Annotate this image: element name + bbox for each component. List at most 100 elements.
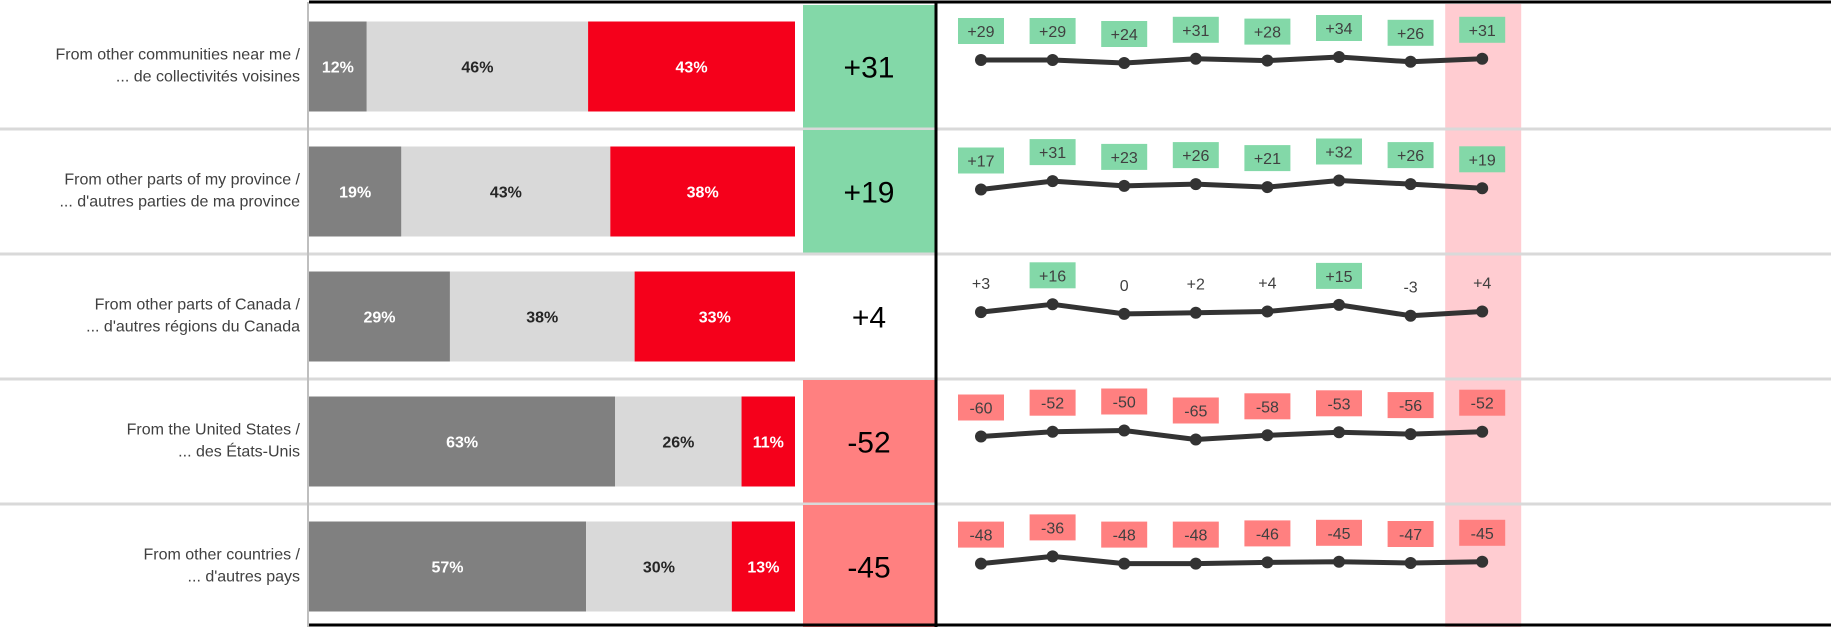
row-label-en: From the United States / bbox=[127, 422, 301, 439]
bar-segment-label: 30% bbox=[643, 560, 675, 577]
trend-label: +28 bbox=[1254, 25, 1281, 42]
trend-point bbox=[975, 306, 987, 319]
trend-point bbox=[1189, 306, 1202, 319]
trend-line bbox=[980, 301, 1483, 319]
trend-point bbox=[1261, 54, 1274, 67]
trend-line bbox=[980, 553, 1483, 567]
trend-point bbox=[1404, 55, 1417, 68]
trend-point bbox=[1118, 557, 1131, 570]
row-label-fr: ... de collectivités voisines bbox=[116, 69, 300, 86]
trend-point bbox=[1404, 309, 1417, 322]
row-label-fr: ... d'autres pays bbox=[188, 569, 300, 586]
bar-segment-2 bbox=[366, 21, 589, 112]
trend-label: +26 bbox=[1182, 148, 1209, 165]
trend-label: -60 bbox=[969, 401, 992, 418]
trend-line bbox=[981, 54, 1483, 66]
net-value: +31 bbox=[844, 52, 895, 85]
bar-segment-1 bbox=[309, 521, 587, 612]
trend-label-bg bbox=[1029, 139, 1076, 166]
bar-segment-1 bbox=[309, 396, 616, 487]
trend-label-bg bbox=[1101, 521, 1148, 548]
trend-label: -50 bbox=[1113, 395, 1136, 412]
bar-segment-label: 13% bbox=[747, 560, 779, 577]
trend-point bbox=[1189, 178, 1202, 191]
trend-label-bg bbox=[1172, 397, 1219, 424]
bar-segment-label: 12% bbox=[322, 60, 354, 77]
trend-point bbox=[1333, 51, 1345, 63]
trend-label-bg bbox=[958, 394, 1004, 421]
trend-label: +32 bbox=[1325, 145, 1352, 162]
row-label-en: From other communities near me / bbox=[55, 47, 300, 64]
trend-point bbox=[1476, 182, 1489, 195]
trend-label: +26 bbox=[1397, 148, 1424, 165]
trend-label-bg bbox=[1244, 18, 1291, 45]
trend-label: -36 bbox=[1041, 520, 1064, 537]
trend-label: -48 bbox=[1113, 528, 1136, 545]
trend-line bbox=[980, 178, 1483, 192]
bar-segment-label: 46% bbox=[461, 60, 493, 77]
bar-segment-label: 63% bbox=[446, 435, 478, 452]
trend-point bbox=[1189, 557, 1202, 570]
bar-segment-label: 11% bbox=[753, 435, 784, 452]
trend-label: +34 bbox=[1325, 21, 1352, 38]
trend-label: +31 bbox=[1039, 145, 1066, 162]
net-value: -45 bbox=[847, 552, 890, 585]
trend-label-bg bbox=[1387, 521, 1434, 547]
trend-label: +19 bbox=[1469, 152, 1496, 169]
bar-segment-1 bbox=[309, 271, 450, 362]
trend-label-bg bbox=[1244, 520, 1291, 547]
trend-label: +21 bbox=[1254, 151, 1281, 168]
net-value: +4 bbox=[852, 302, 886, 335]
bar-segment-3 bbox=[634, 271, 795, 362]
row-label-en: From other parts of Canada / bbox=[95, 297, 301, 314]
net-value: -52 bbox=[847, 427, 890, 460]
trend-label-bg bbox=[1172, 142, 1219, 169]
trend-label: -65 bbox=[1184, 404, 1207, 421]
trend-label: +29 bbox=[1039, 24, 1066, 41]
row-3: From other parts of Canada / ... d'autres… bbox=[0, 262, 1831, 381]
trend-label-bg bbox=[1029, 18, 1076, 44]
trend-label-bg bbox=[1172, 16, 1219, 43]
trend-point bbox=[1046, 298, 1059, 311]
bar-segment-3 bbox=[731, 521, 795, 612]
trend-label-bg bbox=[1101, 143, 1148, 170]
bar-segment-label: 19% bbox=[339, 185, 371, 202]
net-box bbox=[803, 130, 935, 253]
row-label-fr: ... des États-Unis bbox=[178, 442, 300, 461]
trend-label: -45 bbox=[1471, 526, 1494, 543]
trend-label: +3 bbox=[972, 276, 990, 293]
bar-segment-label: 38% bbox=[687, 185, 719, 202]
trend-point bbox=[1261, 429, 1274, 442]
trend-point bbox=[1261, 181, 1274, 194]
trend-point bbox=[1404, 557, 1417, 569]
trend-label: +16 bbox=[1039, 268, 1066, 285]
trend-label: +4 bbox=[1258, 276, 1276, 293]
bar-segment-2 bbox=[401, 146, 611, 237]
trend-point bbox=[1118, 57, 1131, 69]
trend-point bbox=[1189, 433, 1202, 446]
trend-label: -52 bbox=[1471, 396, 1494, 413]
trend-label: -58 bbox=[1256, 399, 1279, 416]
trend-label: +29 bbox=[967, 24, 994, 41]
trend-point bbox=[1333, 298, 1345, 311]
net-value: +19 bbox=[844, 177, 895, 210]
trend-label-bg bbox=[1316, 138, 1362, 165]
trend-point bbox=[975, 54, 987, 66]
trend-label-bg bbox=[1316, 519, 1362, 546]
trend-label-bg bbox=[958, 521, 1004, 548]
trend-point bbox=[1118, 424, 1131, 437]
trend-label: -48 bbox=[969, 528, 992, 545]
trend-label: 0 bbox=[1120, 278, 1129, 295]
net-box bbox=[803, 380, 935, 503]
trend-label-bg bbox=[1244, 393, 1291, 420]
trend-label: -46 bbox=[1256, 526, 1279, 543]
trend-label-bg bbox=[1387, 19, 1434, 46]
trend-label-bg bbox=[1387, 392, 1434, 419]
trend-label-bg bbox=[958, 18, 1004, 44]
trend-label: -48 bbox=[1184, 528, 1207, 545]
trend-label-bg bbox=[1459, 146, 1506, 173]
trend-point bbox=[1476, 425, 1489, 438]
trend-point bbox=[975, 430, 987, 443]
trend-label: +24 bbox=[1111, 27, 1138, 44]
trend-label-bg bbox=[1459, 389, 1506, 416]
